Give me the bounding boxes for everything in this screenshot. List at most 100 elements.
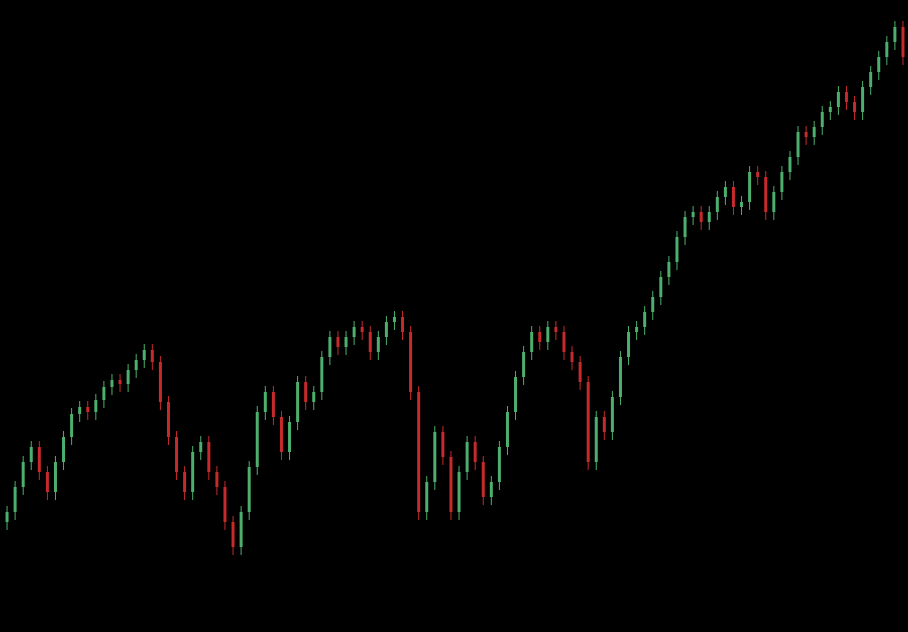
- candle-body: [304, 382, 308, 402]
- candle-body: [239, 512, 243, 547]
- candle-body: [199, 442, 203, 452]
- candle-body: [433, 432, 437, 482]
- candle-body: [828, 107, 832, 112]
- candle-body: [497, 447, 501, 482]
- candle-body: [804, 132, 808, 137]
- candle-body: [53, 462, 57, 492]
- candle-body: [263, 392, 267, 412]
- candle-body: [715, 197, 719, 212]
- candle-body: [538, 332, 542, 342]
- candle-body: [820, 112, 824, 127]
- candle-body: [158, 362, 162, 402]
- candle-body: [602, 417, 606, 432]
- candle-body: [578, 362, 582, 382]
- candle-body: [207, 442, 211, 472]
- candle-body: [530, 332, 534, 352]
- candle-body: [13, 487, 17, 512]
- candle-body: [417, 392, 421, 512]
- candle-body: [901, 27, 905, 57]
- candle-body: [659, 277, 663, 297]
- candle-body: [223, 487, 227, 522]
- candle-body: [707, 212, 711, 222]
- candle-body: [731, 187, 735, 207]
- candle-body: [110, 380, 114, 387]
- candle-body: [675, 237, 679, 262]
- candle-body: [29, 447, 33, 462]
- candle-body: [465, 442, 469, 472]
- candle-body: [5, 512, 9, 522]
- candle-body: [885, 42, 889, 57]
- candle-body: [740, 202, 744, 207]
- candle-body: [586, 382, 590, 462]
- candle-body: [183, 472, 187, 492]
- candle-body: [473, 442, 477, 462]
- candle-body: [877, 57, 881, 72]
- candle-body: [352, 327, 356, 337]
- candle-body: [683, 217, 687, 237]
- candle-body: [844, 92, 848, 102]
- candle-body: [449, 457, 453, 512]
- candle-body: [627, 332, 631, 357]
- candle-body: [360, 327, 364, 332]
- candle-body: [401, 317, 405, 332]
- candle-body: [102, 387, 106, 400]
- candle-body: [94, 400, 98, 412]
- candle-body: [368, 332, 372, 352]
- candle-body: [215, 472, 219, 487]
- candle-body: [546, 327, 550, 342]
- candle-body: [288, 422, 292, 452]
- candle-body: [21, 462, 25, 487]
- candle-body: [748, 172, 752, 202]
- candle-body: [62, 437, 66, 462]
- candle-body: [691, 212, 695, 217]
- candle-body: [312, 392, 316, 402]
- candle-body: [86, 407, 90, 412]
- candle-body: [175, 437, 179, 472]
- candle-body: [384, 322, 388, 337]
- candle-body: [247, 467, 251, 512]
- candle-body: [336, 337, 340, 347]
- candle-body: [344, 337, 348, 347]
- candle-body: [522, 352, 526, 377]
- candle-body: [150, 350, 154, 362]
- candle-body: [635, 327, 639, 332]
- candle-body: [780, 172, 784, 192]
- candle-body: [651, 297, 655, 312]
- candle-body: [756, 172, 760, 177]
- candle-body: [505, 412, 509, 447]
- candle-body: [441, 432, 445, 457]
- candle-body: [869, 72, 873, 87]
- candle-body: [37, 447, 41, 472]
- candle-body: [788, 157, 792, 172]
- candle-body: [554, 327, 558, 332]
- candle-body: [699, 212, 703, 222]
- candle-body: [893, 27, 897, 42]
- candle-body: [45, 472, 49, 492]
- candle-body: [425, 482, 429, 512]
- candle-body: [772, 192, 776, 212]
- candle-body: [489, 482, 493, 497]
- candle-body: [812, 127, 816, 137]
- candle-body: [481, 462, 485, 497]
- candle-body: [643, 312, 647, 327]
- candle-body: [279, 417, 283, 452]
- candle-body: [764, 177, 768, 212]
- candle-body: [271, 392, 275, 417]
- candle-body: [618, 357, 622, 397]
- candle-body: [231, 522, 235, 547]
- candle-body: [594, 417, 598, 462]
- candle-body: [118, 380, 122, 384]
- candle-body: [562, 332, 566, 352]
- candle-body: [723, 187, 727, 197]
- candle-body: [142, 350, 146, 360]
- candle-body: [320, 357, 324, 392]
- candle-body: [409, 332, 413, 392]
- candle-body: [667, 262, 671, 277]
- candle-body: [376, 337, 380, 352]
- candle-body: [570, 352, 574, 362]
- candle-body: [328, 337, 332, 357]
- candle-body: [134, 360, 138, 370]
- candle-body: [836, 92, 840, 107]
